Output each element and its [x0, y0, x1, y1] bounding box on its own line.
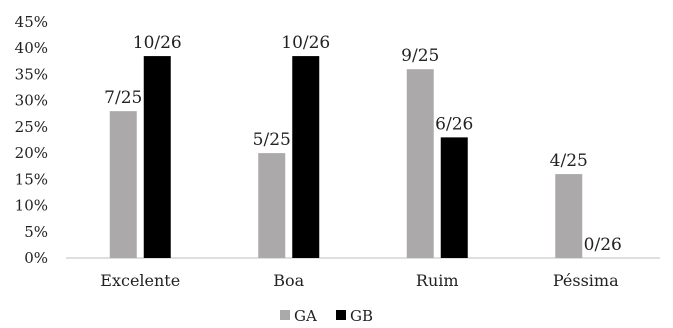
legend-swatch-ga [280, 310, 290, 320]
data-label-gb-2: 6/26 [435, 114, 473, 134]
legend-label-ga: GA [294, 307, 317, 325]
category-label: Boa [273, 271, 304, 290]
y-tick-label: 40% [15, 39, 48, 57]
bar-ga-0 [109, 111, 137, 259]
y-tick-label: 10% [15, 197, 48, 215]
y-tick-label: 35% [15, 65, 48, 83]
bar-ga-3 [555, 174, 583, 258]
data-label-ga-2: 9/25 [401, 46, 439, 66]
y-tick-label: 25% [15, 118, 48, 136]
data-labels: 7/25 10/26 5/25 10/26 9/25 6/26 4/25 0/26 [104, 33, 622, 255]
bar-ga-2 [406, 69, 434, 258]
category-label: Ruim [416, 271, 459, 290]
y-tick-label: 45% [15, 13, 48, 31]
data-label-gb-0: 10/26 [133, 33, 182, 53]
bar-ga-1 [258, 153, 286, 258]
bar-gb-0 [143, 56, 171, 258]
data-label-ga-0: 7/25 [104, 88, 142, 108]
y-tick-label: 5% [24, 223, 48, 241]
y-tick-label: 0% [24, 249, 48, 267]
y-tick-label: 20% [15, 144, 48, 162]
data-label-ga-3: 4/25 [550, 151, 588, 171]
bar-gb-1 [292, 56, 320, 258]
legend-swatch-gb [336, 310, 346, 320]
data-label-gb-3: 0/26 [584, 235, 622, 255]
y-tick-label: 30% [15, 92, 48, 110]
y-tick-label: 15% [15, 170, 48, 188]
category-labels: Excelente Boa Ruim Péssima [100, 271, 619, 290]
legend-label-gb: GB [350, 307, 373, 325]
category-label: Péssima [553, 271, 619, 290]
bars [109, 56, 583, 259]
y-axis-ticks: 0% 5% 10% 15% 20% 25% 30% 35% 40% 45% [15, 13, 48, 267]
data-label-ga-1: 5/25 [253, 130, 291, 150]
bar-gb-2 [440, 137, 468, 258]
category-label: Excelente [100, 271, 180, 290]
legend: GA GB [280, 307, 373, 325]
data-label-gb-1: 10/26 [281, 33, 330, 53]
